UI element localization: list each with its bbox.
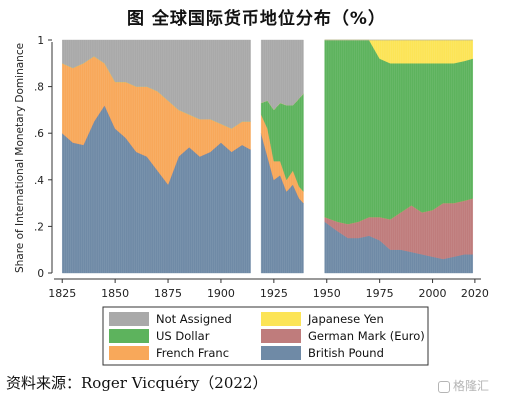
y-tick-label: .8 <box>34 82 44 94</box>
legend-swatch-not-assigned <box>109 312 149 326</box>
legend-swatch-us-dollar <box>109 329 149 343</box>
y-tick-label: .4 <box>34 175 44 187</box>
x-tick-label: 1925 <box>260 287 288 300</box>
watermark-logo-icon <box>438 380 450 393</box>
y-tick-label: 0 <box>37 268 44 280</box>
legend-label-not-assigned: Not Assigned <box>156 312 232 326</box>
legend-swatch-british-pound <box>261 346 301 360</box>
x-tick-label: 1950 <box>313 287 341 300</box>
y-axis-label: Share of International Monetary Dominanc… <box>14 43 26 273</box>
area-not-assigned-segment-2 <box>260 39 304 111</box>
axes: 0 .2 .4 .6 .8 1 1825 1850 1875 1900 1925 1950 1975 20… <box>34 35 489 300</box>
bar-texture <box>62 40 473 273</box>
x-tick-label: 1825 <box>48 287 76 300</box>
area-layers <box>62 39 473 274</box>
legend: Not Assigned Japanese Yen US Dollar German … <box>102 306 429 366</box>
x-tick-label: 1875 <box>154 287 182 300</box>
y-tick-label: .2 <box>34 221 44 233</box>
x-tick-label: 2020 <box>461 287 489 300</box>
figure-title: 图 全球国际货币地位分布（%） <box>127 9 386 29</box>
x-tick-label: 1975 <box>366 287 394 300</box>
x-tick-label: 1900 <box>207 287 235 300</box>
y-tick-label: .6 <box>34 128 44 140</box>
x-tick-label: 2000 <box>419 287 447 300</box>
legend-label-british-pound: British Pound <box>308 346 384 360</box>
y-tick-label: 1 <box>37 35 44 47</box>
watermark: 格隆汇 <box>438 377 489 394</box>
watermark-text: 格隆汇 <box>453 379 490 393</box>
legend-swatch-japanese-yen <box>261 312 301 326</box>
legend-swatch-french-franc <box>109 346 149 360</box>
x-tick-label: 1850 <box>101 287 129 300</box>
legend-swatch-german-mark-euro <box>261 329 301 343</box>
legend-label-french-franc: French Franc <box>156 346 229 360</box>
legend-label-japanese-yen: Japanese Yen <box>307 312 384 326</box>
legend-label-german-mark-euro: German Mark (Euro) <box>308 329 425 343</box>
area-not-assigned-segment-1 <box>62 39 251 129</box>
legend-label-us-dollar: US Dollar <box>156 329 210 343</box>
source-note: 资料来源：Roger Vicquéry（2022） <box>6 374 268 392</box>
